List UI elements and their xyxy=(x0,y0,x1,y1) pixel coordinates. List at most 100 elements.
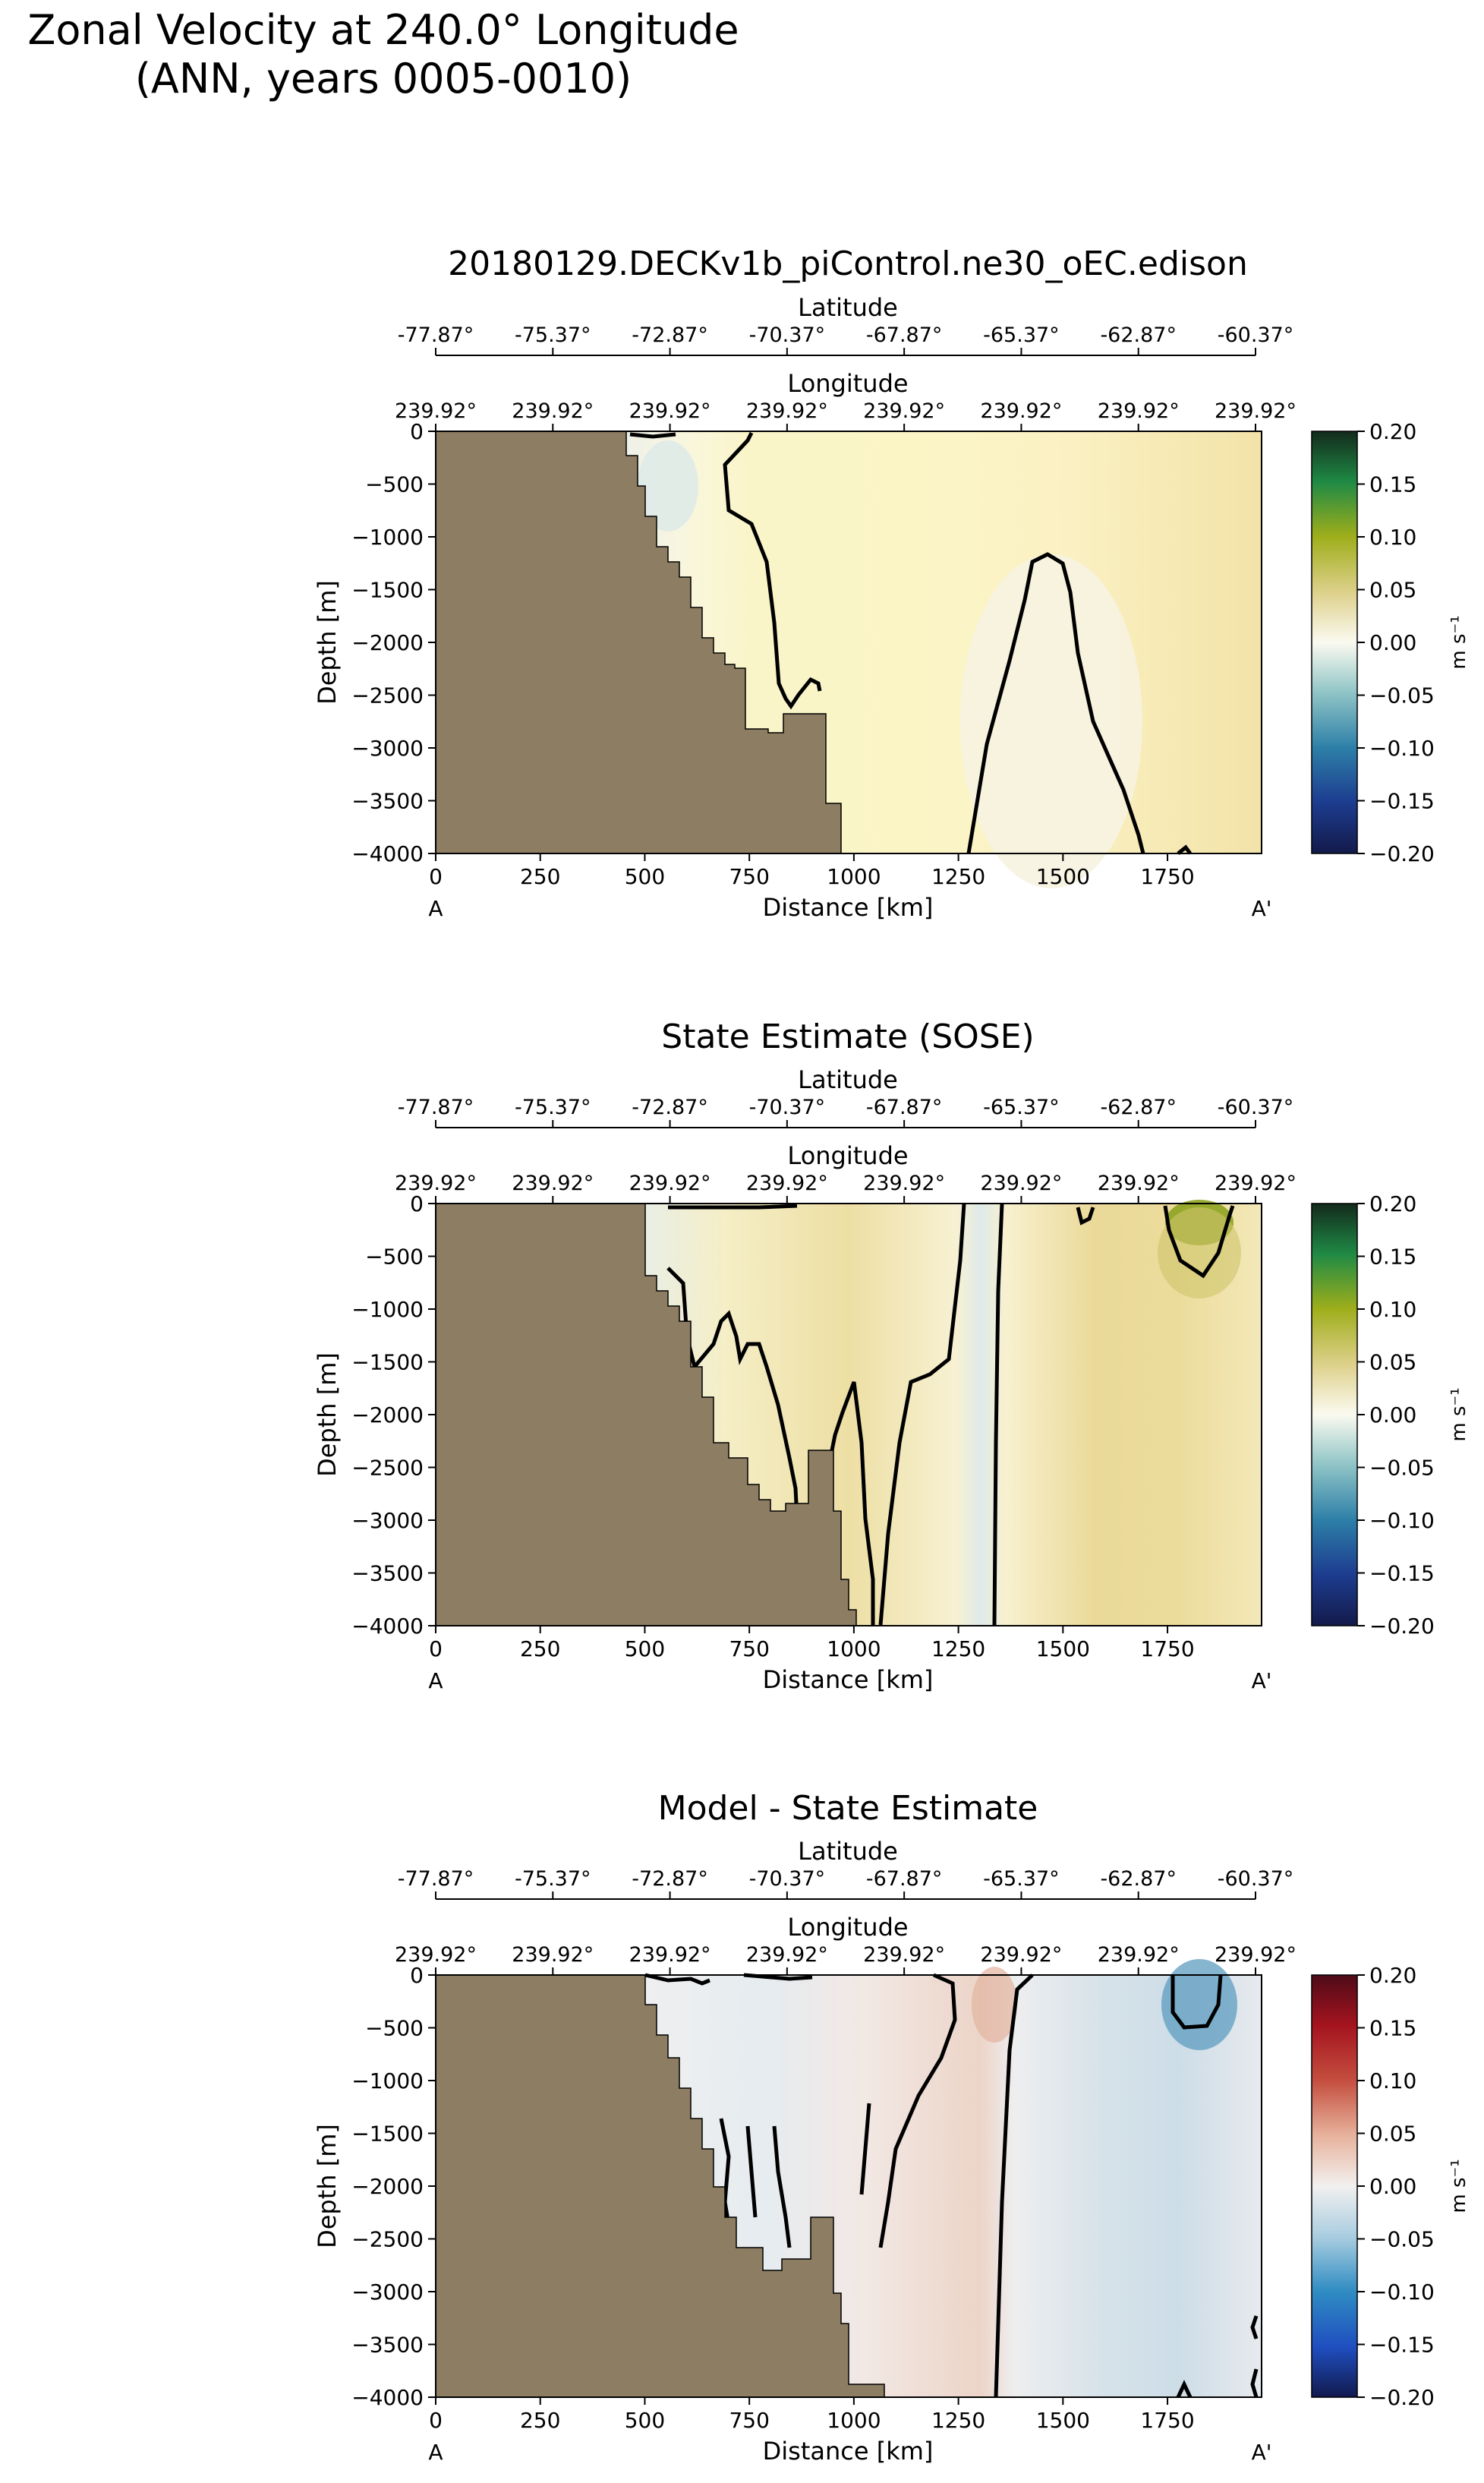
y-tick-label: −2000 xyxy=(351,630,424,655)
velocity-anomaly-patch xyxy=(960,554,1142,888)
latitude-tick-label: -77.87° xyxy=(398,1867,474,1891)
section-start-label: A xyxy=(428,896,443,921)
plot-area xyxy=(435,1200,1262,1626)
left-axes: 0 −500 −1000 −1500 −2000 −2500 −3000 −3500 −4000… xyxy=(313,419,436,866)
figure-title: Zonal Velocity at 240.0° Longitude (ANN,… xyxy=(0,6,767,103)
figure-title-line2: (ANN, years 0005-0010) xyxy=(134,55,632,103)
colorbar-tick-label: 0.05 xyxy=(1369,1350,1416,1375)
x-tick-label: 1000 xyxy=(827,1636,881,1661)
latitude-axis-label: Latitude xyxy=(798,1065,898,1094)
x-tick-label: 500 xyxy=(625,864,665,889)
latitude-tick-label: -77.87° xyxy=(398,1096,474,1119)
x-tick-label: 750 xyxy=(729,1636,769,1661)
colorbar: 0.20 0.15 0.10 0.05 0.00 −0.05 −0.10 −0.15 −0.20… xyxy=(1311,1963,1470,2410)
x-axis-label: Distance [km] xyxy=(763,1665,934,1694)
longitude-tick-label: 239.92° xyxy=(395,1943,477,1967)
colorbar-tick-label: −0.20 xyxy=(1369,841,1435,866)
panel-title: 20180129.DECKv1b_piControl.ne30_oEC.edis… xyxy=(448,245,1248,283)
bottom-axes: 0 250 500 750 1000 1250 1500 1750 Distance [km] A… xyxy=(428,2397,1271,2466)
longitude-tick-label: 239.92° xyxy=(746,1172,828,1195)
latitude-tick-label: -60.37° xyxy=(1218,1867,1294,1891)
section-start-label: A xyxy=(428,1668,443,1693)
y-tick-label: −1000 xyxy=(351,1297,424,1322)
latitude-tick-label: -75.37° xyxy=(515,1867,591,1891)
y-tick-label: −4000 xyxy=(351,841,424,866)
longitude-tick-label: 239.92° xyxy=(746,399,828,423)
latitude-tick-label: -62.87° xyxy=(1100,1096,1177,1119)
latitude-tick-label: -65.37° xyxy=(983,323,1060,347)
x-tick-label: 0 xyxy=(429,864,443,889)
colorbar-tick-label: 0.00 xyxy=(1369,2174,1416,2199)
y-tick-label: 0 xyxy=(410,1191,424,1216)
colorbar-unit-label: m s⁻¹ xyxy=(1448,2159,1470,2213)
y-tick-label: 0 xyxy=(410,419,424,444)
velocity-anomaly-patch xyxy=(972,1967,1017,2043)
y-tick-label: −1000 xyxy=(351,2068,424,2093)
colorbar-tick-label: −0.10 xyxy=(1369,2280,1435,2305)
panel-state-estimate: State Estimate (SOSE) Latitude -77.87° -75… xyxy=(313,1017,1470,1694)
x-tick-label: 1000 xyxy=(827,2408,881,2433)
y-tick-label: −500 xyxy=(365,472,424,497)
colorbar-tick-label: 0.20 xyxy=(1369,419,1416,444)
x-tick-label: 1750 xyxy=(1140,2408,1194,2433)
y-tick-label: −3500 xyxy=(351,789,424,814)
y-tick-label: −1500 xyxy=(351,1350,424,1375)
y-tick-label: −500 xyxy=(365,1245,424,1270)
land-mask xyxy=(435,1203,857,1626)
section-start-label: A xyxy=(428,2440,443,2465)
velocity-anomaly-patch xyxy=(1158,1207,1241,1298)
longitude-tick-label: 239.92° xyxy=(1098,399,1180,423)
colorbar-tick-label: 0.10 xyxy=(1369,525,1416,550)
bottom-axes: 0 250 500 750 1000 1250 1500 1750 Distance [km] A… xyxy=(428,1626,1271,1694)
colorbar-tick-label: 0.20 xyxy=(1369,1191,1416,1216)
y-tick-label: −4000 xyxy=(351,2385,424,2410)
latitude-tick-label: -70.37° xyxy=(749,1096,826,1119)
x-tick-label: 1250 xyxy=(931,1636,985,1661)
x-tick-label: 250 xyxy=(520,1636,560,1661)
colorbar-tick-label: −0.15 xyxy=(1369,1561,1435,1586)
colorbar-tick-label: −0.05 xyxy=(1369,1456,1435,1481)
colorbar-tick-label: −0.05 xyxy=(1369,2227,1435,2252)
x-tick-label: 1500 xyxy=(1036,864,1090,889)
colorbar-tick-label: 0.00 xyxy=(1369,1402,1416,1428)
colorbar-tick-label: −0.10 xyxy=(1369,736,1435,761)
longitude-tick-label: 239.92° xyxy=(1215,1172,1297,1195)
land-mask xyxy=(435,431,842,854)
x-tick-label: 1250 xyxy=(931,864,985,889)
y-tick-label: −2500 xyxy=(351,683,424,708)
latitude-tick-label: -62.87° xyxy=(1100,1867,1177,1891)
x-tick-label: 250 xyxy=(520,2408,560,2433)
latitude-tick-label: -72.87° xyxy=(632,1867,708,1891)
colorbar-tick-label: −0.20 xyxy=(1369,1614,1435,1639)
plot-area xyxy=(435,431,1262,888)
section-end-label: A' xyxy=(1252,896,1272,921)
latitude-tick-label: -62.87° xyxy=(1100,323,1177,347)
latitude-tick-label: -77.87° xyxy=(398,323,474,347)
x-axis-label: Distance [km] xyxy=(763,893,934,922)
zero-contour xyxy=(644,1973,1259,2399)
latitude-tick-label: -67.87° xyxy=(866,1867,943,1891)
left-axes: 0 −500 −1000 −1500 −2000 −2500 −3000 −3500 −4000… xyxy=(313,1191,436,1639)
latitude-axis-label: Latitude xyxy=(798,293,898,322)
y-axis-label: Depth [m] xyxy=(313,580,342,705)
colorbar-gradient xyxy=(1311,431,1358,854)
colorbar-gradient xyxy=(1311,1203,1358,1626)
longitude-tick-label: 239.92° xyxy=(395,1172,477,1195)
latitude-tick-label: -65.37° xyxy=(983,1867,1060,1891)
top-axes: Latitude -77.87° -75.37° -72.87° -70.37° -67.… xyxy=(395,1837,1297,1975)
latitude-tick-label: -70.37° xyxy=(749,323,826,347)
y-tick-label: −3000 xyxy=(351,1508,424,1533)
colorbar-tick-label: −0.10 xyxy=(1369,1508,1435,1533)
longitude-tick-label: 239.92° xyxy=(746,1943,828,1967)
y-tick-label: −3500 xyxy=(351,2333,424,2358)
longitude-tick-label: 239.92° xyxy=(980,399,1062,423)
velocity-anomaly-patch xyxy=(638,440,698,532)
panel-difference: Model - State Estimate Latitude -77.87° -7… xyxy=(313,1789,1470,2466)
longitude-tick-label: 239.92° xyxy=(629,399,711,423)
colorbar-unit-label: m s⁻¹ xyxy=(1448,1387,1470,1441)
longitude-axis-label: Longitude xyxy=(787,1913,908,1942)
longitude-axis-label: Longitude xyxy=(787,1141,908,1170)
x-tick-label: 1500 xyxy=(1036,2408,1090,2433)
y-axis-label: Depth [m] xyxy=(313,1352,342,1477)
